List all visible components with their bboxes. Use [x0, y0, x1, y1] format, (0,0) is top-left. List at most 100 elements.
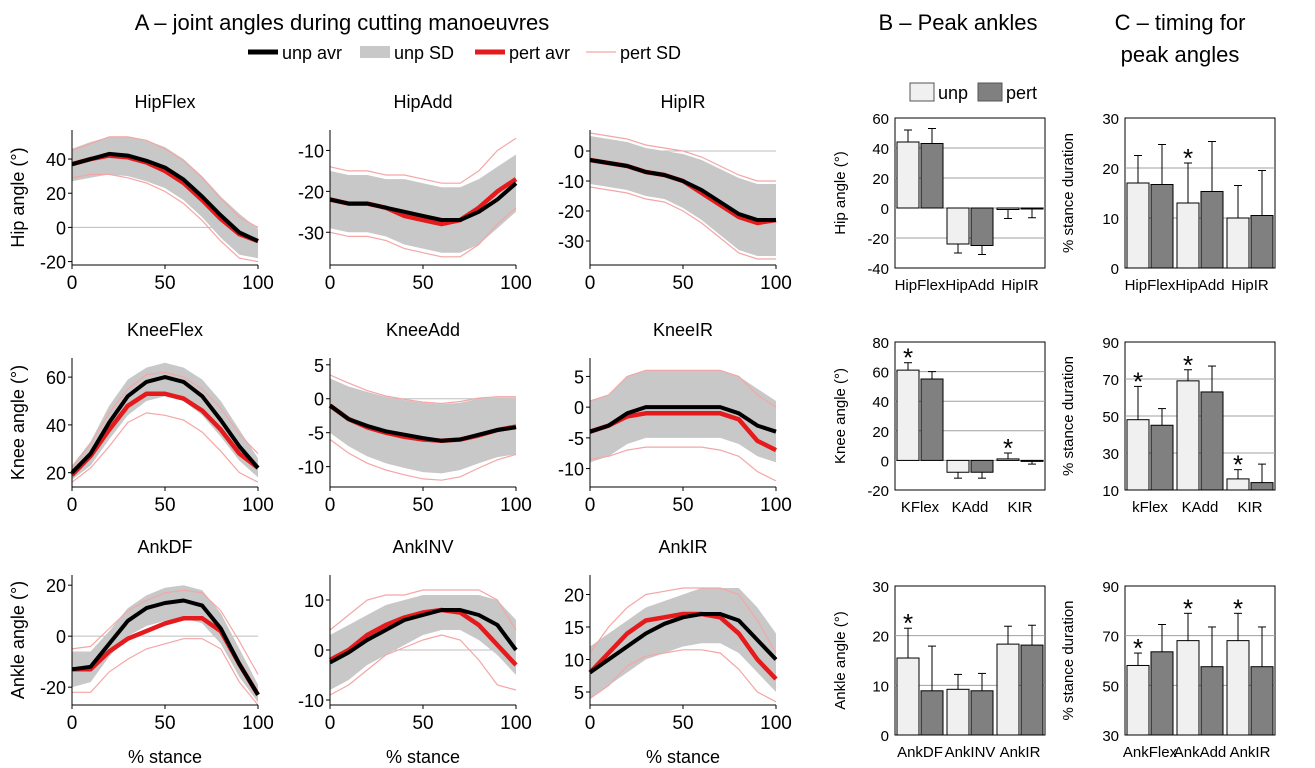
- y-tick-label: 10: [872, 678, 889, 695]
- x-category-label: HipAdd: [945, 277, 994, 294]
- y-tick-label: 5: [314, 356, 324, 376]
- y-tick-label: -30: [298, 223, 324, 243]
- y-tick-label: 20: [46, 464, 66, 484]
- bar-pert-AnkIR: [1250, 666, 1274, 736]
- y-tick-label: 0: [881, 201, 889, 218]
- y-tick-label: -20: [298, 182, 324, 202]
- panel-title: AnkINV: [392, 537, 453, 557]
- x-axis-label: % stance: [646, 747, 720, 767]
- pert-sd-lower: [71, 173, 259, 263]
- bar-pert-AnkIR: [1020, 644, 1044, 736]
- unp-avr-line: [589, 158, 776, 222]
- bar-pert-KIR: [1250, 482, 1274, 491]
- significance-star: *: [1183, 143, 1193, 173]
- y-tick-label: -20: [40, 253, 66, 273]
- unp-sd-band: [330, 154, 516, 253]
- y-axis-label: % stance duration: [1060, 356, 1077, 476]
- y-tick-label: -10: [298, 691, 324, 711]
- bar-unp-KAdd: [1176, 380, 1200, 491]
- unp-avr-line: [70, 375, 260, 475]
- x-category-label: AnkFlex: [1123, 744, 1178, 761]
- y-tick-label: 30: [872, 579, 889, 596]
- section-c-title-line1: C – timing for: [1115, 10, 1246, 35]
- y-tick-label: -20: [867, 483, 889, 500]
- y-tick-label: 60: [872, 111, 889, 128]
- y-tick-label: 0: [881, 728, 889, 745]
- x-tick-label: 100: [500, 713, 532, 734]
- y-tick-label: 20: [872, 629, 889, 646]
- x-tick-label: 0: [585, 273, 596, 294]
- y-axis-label: Knee angle (°): [832, 368, 849, 464]
- x-tick-label: 0: [325, 495, 336, 516]
- y-tick-label: 0: [1111, 261, 1119, 278]
- x-category-label: kFlex: [1132, 499, 1168, 516]
- bar-pert-AnkDF: [920, 690, 944, 736]
- bar-pert-kFlex: [1150, 424, 1174, 491]
- y-tick-label: -10: [298, 458, 324, 478]
- y-tick-label: 10: [1102, 483, 1119, 500]
- legend-label-1: unp SD: [394, 43, 454, 63]
- x-category-label: AnkIR: [1000, 744, 1041, 761]
- unp-sd-band: [330, 378, 516, 474]
- pert-sd-lower: [72, 638, 259, 706]
- legend-b: unp pert: [909, 82, 1037, 103]
- unp-sd-band: [72, 136, 258, 259]
- x-tick-label: 50: [154, 495, 175, 516]
- bar-unp-HipIR: [1226, 217, 1250, 269]
- y-tick-label: 10: [1102, 211, 1119, 228]
- y-axis-label: Knee angle (°): [8, 365, 28, 480]
- bar-pert-HipFlex: [920, 143, 944, 209]
- x-category-label: AnkDF: [897, 744, 943, 761]
- x-tick-label: 0: [67, 713, 78, 734]
- y-tick-label: 30: [1102, 446, 1119, 463]
- bar-pert-KFlex: [920, 378, 944, 461]
- y-tick-label: 20: [564, 586, 584, 606]
- y-tick-label: -10: [298, 141, 324, 161]
- panel-title: KneeIR: [653, 320, 713, 340]
- legend-b-swatch-1: [977, 82, 1003, 102]
- x-category-label: KFlex: [901, 499, 940, 516]
- plot-frame: [894, 117, 1046, 269]
- x-category-label: HipAdd: [1175, 277, 1224, 294]
- unp-avr-line: [329, 181, 518, 222]
- x-tick-label: 50: [412, 495, 433, 516]
- bar-unp-AnkIR: [996, 643, 1020, 736]
- bar-panel-B-1: -20 0 20 40 60 80 * KFlex KAdd * KIR Knee angle (°): [832, 335, 1046, 516]
- unp-sd-band: [590, 136, 776, 256]
- line-panel-HipIR: HipIR -30 -20 -10 0 0 50 100: [558, 92, 792, 294]
- x-tick-label: 50: [154, 273, 175, 294]
- unp-avr-line: [71, 151, 259, 243]
- x-category-label: KIR: [1007, 499, 1032, 516]
- bar-pert-AnkFlex: [1150, 651, 1174, 736]
- y-axis-label: % stance duration: [1060, 600, 1077, 720]
- pert-avr-line: [588, 611, 778, 681]
- x-tick-label: 100: [242, 495, 274, 516]
- unp-sd-band: [72, 362, 258, 480]
- y-tick-label: 20: [46, 184, 66, 204]
- legend-b-label-0: unp: [938, 83, 968, 103]
- y-tick-label: -10: [558, 172, 584, 192]
- significance-star: *: [1133, 366, 1143, 396]
- y-axis-label: Ankle angle (°): [832, 611, 849, 710]
- bar-unp-KAdd: [946, 459, 970, 473]
- bar-unp-AnkDF: [896, 657, 920, 736]
- y-tick-label: 90: [1102, 579, 1119, 596]
- bar-unp-AnkIR: [1226, 640, 1250, 736]
- pert-sd-upper: [329, 589, 517, 631]
- y-tick-label: 0: [56, 218, 66, 238]
- y-tick-label: 0: [56, 627, 66, 647]
- panel-title: KneeFlex: [127, 320, 203, 340]
- x-axis-label: % stance: [128, 747, 202, 767]
- panel-title: HipFlex: [134, 92, 195, 112]
- x-tick-label: 0: [585, 713, 596, 734]
- y-tick-label: 0: [314, 641, 324, 661]
- bar-unp-HipAdd: [1176, 202, 1200, 269]
- y-tick-label: -10: [558, 460, 584, 480]
- x-axis-label: % stance: [386, 747, 460, 767]
- bar-unp-AnkFlex: [1126, 664, 1150, 736]
- y-tick-label: 20: [872, 424, 889, 441]
- panel-title: HipAdd: [393, 92, 452, 112]
- y-tick-label: 70: [1102, 372, 1119, 389]
- y-tick-label: -5: [568, 429, 584, 449]
